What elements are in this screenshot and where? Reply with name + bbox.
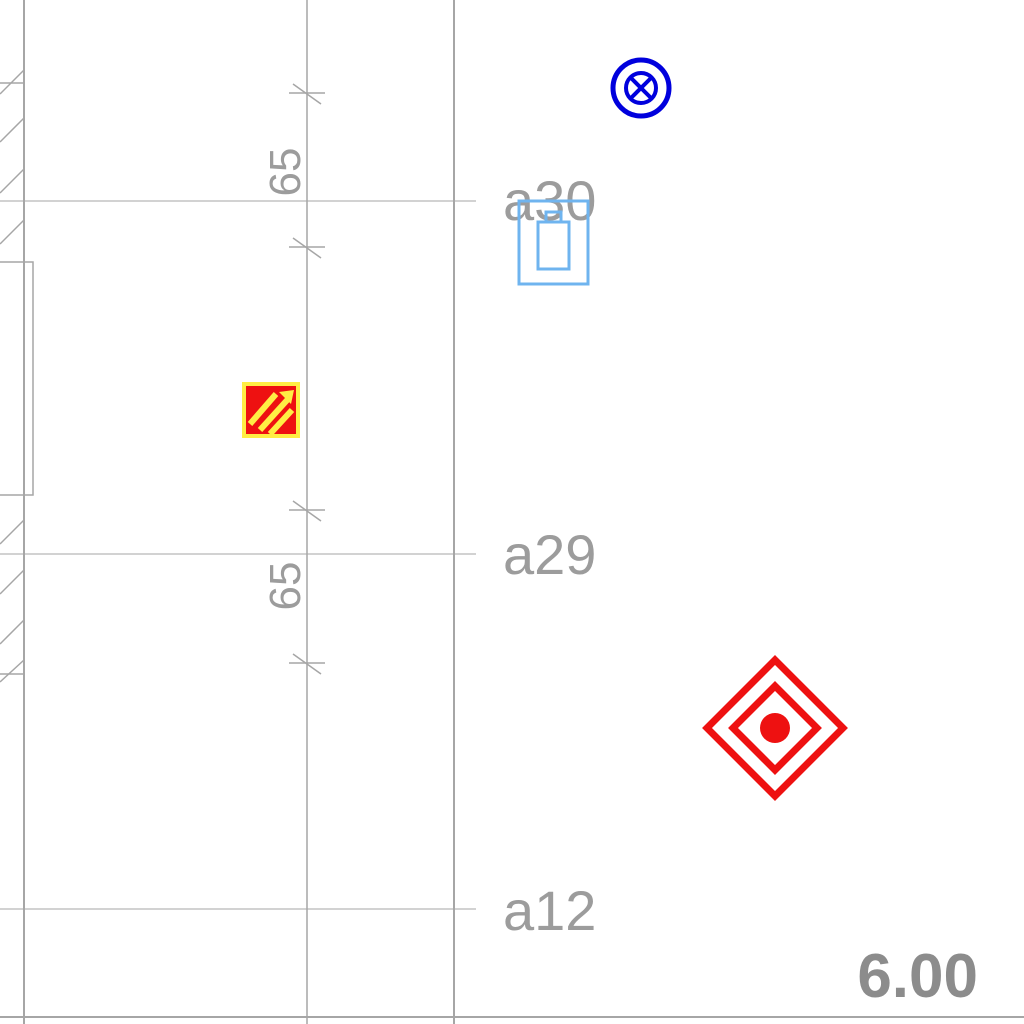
dimension-ticks (289, 83, 325, 675)
wall-element-rect (0, 261, 34, 496)
hatched-square-icon[interactable] (242, 382, 300, 438)
grid-label-a12: a12 (503, 879, 596, 942)
elevation-label: 6.00 (857, 942, 978, 1011)
extinguisher-box-icon[interactable] (517, 199, 590, 286)
grid-label-a29: a29 (503, 523, 596, 586)
diamond-target-icon[interactable] (702, 655, 848, 801)
dimension-text-upper: 65 (261, 148, 310, 197)
dimension-text-lower: 65 (261, 562, 310, 611)
circle-cross-icon[interactable] (610, 57, 672, 119)
wall-hatching (0, 69, 25, 683)
